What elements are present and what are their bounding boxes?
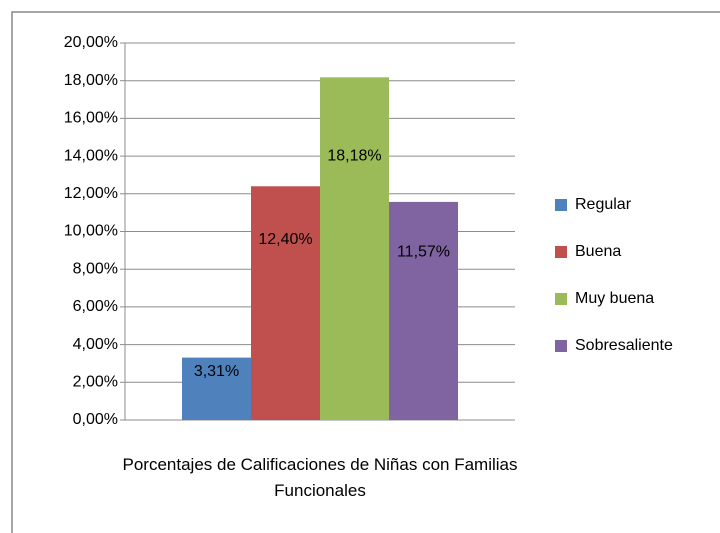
legend-label: Buena: [575, 243, 621, 260]
y-tick-label: 20,00%: [64, 34, 118, 51]
y-tick-label: 0,00%: [73, 411, 118, 428]
y-tick-label: 10,00%: [64, 223, 118, 240]
y-tick-label: 8,00%: [73, 260, 118, 277]
chart-border: [11, 11, 720, 533]
legend-swatch: [555, 199, 567, 211]
y-tick-label: 2,00%: [73, 374, 118, 391]
legend-label: Sobresaliente: [575, 337, 673, 354]
data-label: 3,31%: [194, 363, 239, 380]
y-tick-label: 14,00%: [64, 147, 118, 164]
y-tick-label: 6,00%: [73, 298, 118, 315]
legend-swatch: [555, 340, 567, 352]
x-category-label: Porcentajes de Calificaciones de Niñas c…: [122, 455, 518, 500]
legend-label: Muy buena: [575, 290, 654, 307]
data-label: 18,18%: [327, 147, 381, 164]
bar: [389, 201, 458, 420]
bar: [251, 186, 320, 420]
y-tick-label: 12,00%: [64, 185, 118, 202]
data-label: 12,40%: [258, 231, 312, 248]
legend-swatch: [555, 246, 567, 258]
bar: [320, 77, 389, 420]
data-label: 11,57%: [397, 243, 450, 260]
legend-label: Regular: [575, 196, 632, 213]
y-tick-label: 16,00%: [64, 110, 118, 127]
y-tick-label: 18,00%: [64, 72, 118, 89]
bar: [182, 357, 251, 420]
legend-swatch: [555, 293, 567, 305]
y-tick-label: 4,00%: [73, 336, 118, 353]
